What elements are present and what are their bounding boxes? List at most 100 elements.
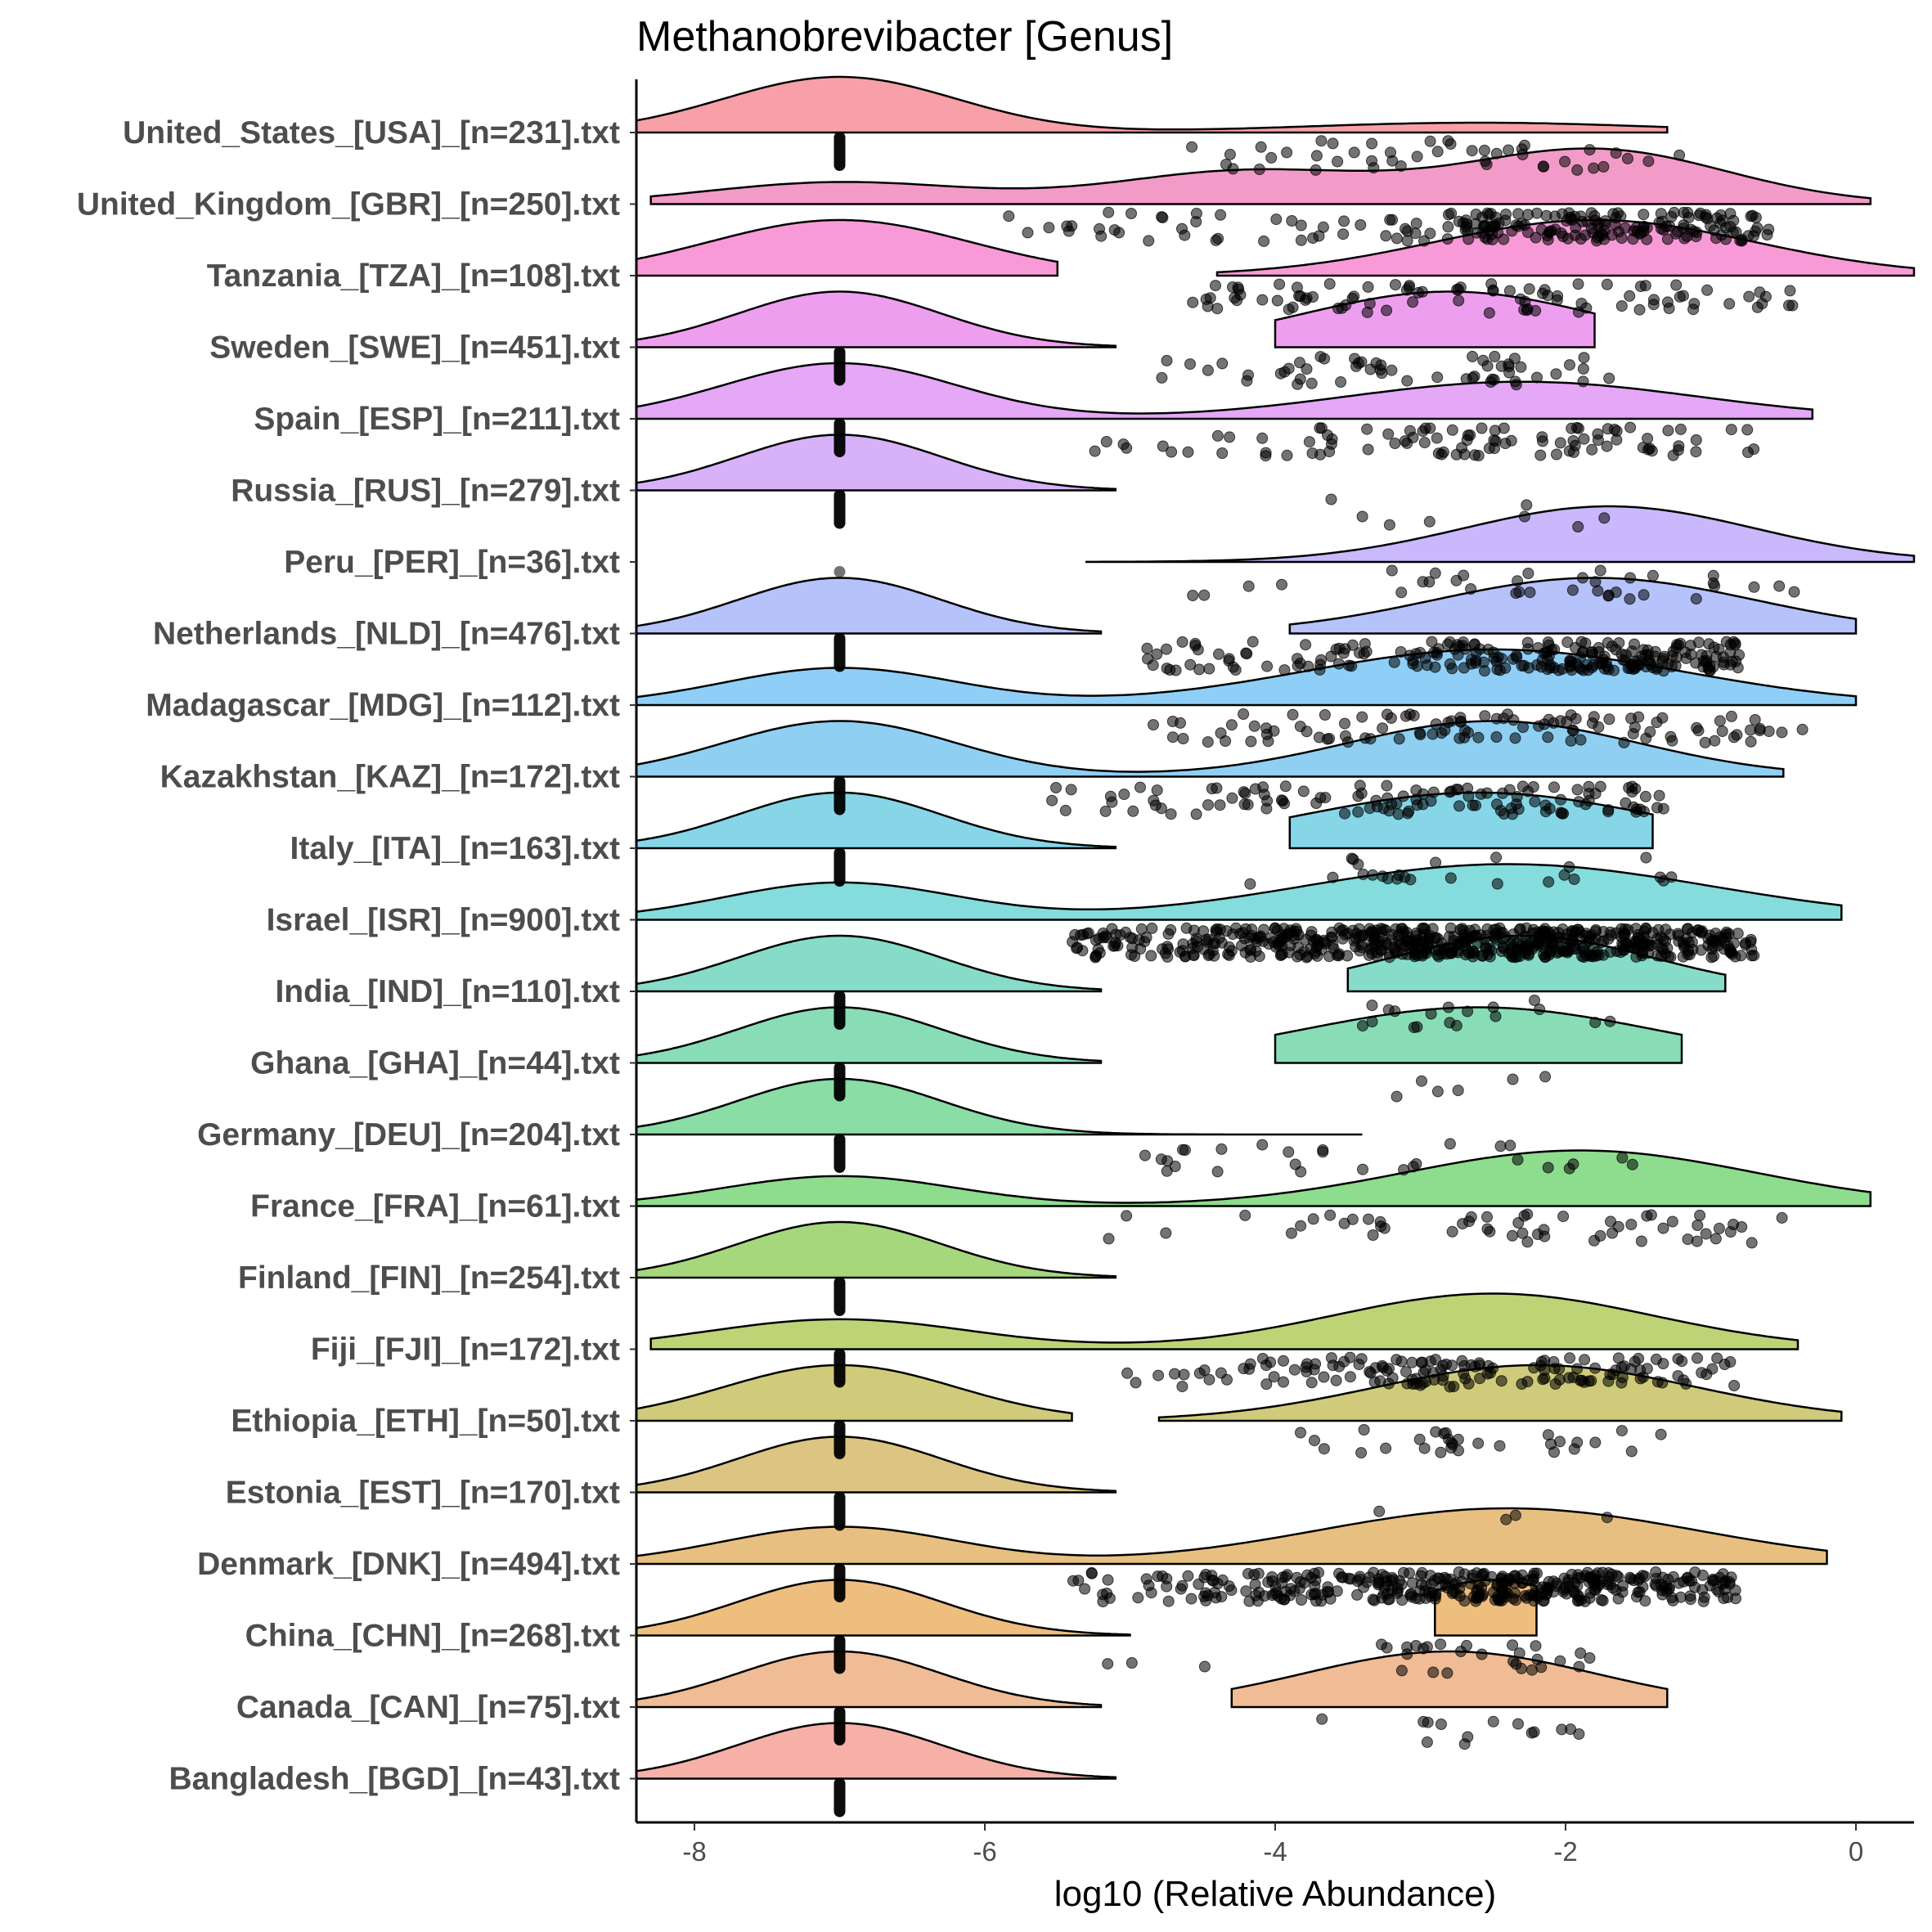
data-point xyxy=(1367,937,1379,950)
data-point xyxy=(1529,1587,1541,1599)
data-point xyxy=(1647,569,1659,582)
data-point xyxy=(1435,1446,1447,1458)
data-point xyxy=(1422,940,1435,952)
data-point xyxy=(1572,278,1584,290)
data-point xyxy=(1338,215,1350,227)
data-point xyxy=(1241,375,1253,387)
row-label: Madagascar_[MDG]_[n=112].txt xyxy=(146,688,620,723)
data-point xyxy=(1260,1359,1272,1372)
data-point xyxy=(1551,448,1562,461)
data-point xyxy=(1512,208,1525,220)
row-label: China_[CHN]_[n=268].txt xyxy=(245,1619,620,1654)
data-point xyxy=(1386,213,1399,226)
data-point xyxy=(1134,781,1146,793)
data-point xyxy=(1451,284,1463,295)
data-point xyxy=(1364,923,1376,935)
data-point xyxy=(1350,928,1363,940)
data-point xyxy=(1699,736,1711,748)
data-point xyxy=(1325,1352,1337,1364)
data-point xyxy=(1418,1442,1431,1454)
data-point xyxy=(1476,1568,1489,1580)
data-point xyxy=(1085,1566,1098,1579)
data-point xyxy=(1667,1594,1679,1606)
data-point xyxy=(1361,423,1373,435)
data-point xyxy=(1538,1224,1550,1236)
data-point xyxy=(1202,799,1214,811)
data-point xyxy=(1410,784,1422,797)
data-point xyxy=(1584,1652,1596,1664)
data-point xyxy=(1414,729,1427,740)
data-point xyxy=(1357,868,1369,880)
data-point xyxy=(1050,782,1062,793)
data-point xyxy=(1245,735,1257,748)
data-point xyxy=(1476,422,1488,434)
data-point xyxy=(1270,213,1283,226)
data-point xyxy=(1271,294,1283,307)
data-point xyxy=(1630,923,1642,935)
data-point xyxy=(1223,1580,1235,1593)
data-point xyxy=(1788,586,1800,598)
data-point xyxy=(1563,1372,1575,1384)
data-point xyxy=(1395,923,1408,935)
data-point xyxy=(1508,353,1521,365)
data-point xyxy=(1638,225,1650,237)
data-point xyxy=(1604,1368,1616,1381)
data-point xyxy=(1507,941,1519,954)
data-point xyxy=(1462,233,1475,245)
data-point xyxy=(1145,1587,1157,1599)
data-point xyxy=(1710,935,1722,947)
data-point xyxy=(1283,1146,1295,1158)
data-point xyxy=(1364,733,1377,745)
data-point xyxy=(1332,658,1345,670)
data-point xyxy=(1437,446,1449,458)
data-point xyxy=(1406,1577,1418,1589)
data-point xyxy=(1577,645,1589,658)
data-point xyxy=(1130,1377,1142,1389)
data-point xyxy=(1182,446,1194,458)
data-point xyxy=(1179,1144,1191,1156)
data-point xyxy=(1424,227,1436,240)
data-point xyxy=(1617,654,1629,666)
data-point xyxy=(1300,639,1312,651)
data-point xyxy=(1593,721,1605,733)
data-point xyxy=(1548,1356,1560,1368)
data-point xyxy=(1608,424,1620,435)
data-point xyxy=(1343,659,1355,672)
data-point xyxy=(1710,1233,1722,1245)
data-point xyxy=(1746,950,1758,962)
data-point xyxy=(1590,925,1602,937)
data-point xyxy=(1337,228,1350,240)
data-point xyxy=(1692,1352,1703,1364)
data-point xyxy=(1410,928,1422,939)
data-point xyxy=(1366,1000,1378,1012)
data-point xyxy=(1713,1222,1725,1234)
data-point xyxy=(1735,950,1747,962)
data-point xyxy=(1564,359,1575,371)
data-point xyxy=(1458,1368,1470,1380)
data-point xyxy=(1469,1360,1481,1373)
data-point xyxy=(1494,1440,1506,1452)
data-point xyxy=(1421,1736,1433,1748)
data-point xyxy=(1314,422,1326,434)
data-point xyxy=(1746,1237,1758,1249)
data-point xyxy=(1155,1153,1167,1166)
data-point xyxy=(1305,929,1317,941)
data-point xyxy=(1552,932,1565,944)
data-point xyxy=(1065,784,1077,796)
row-labels: United_States_[USA]_[n=231].txt United_Ki… xyxy=(77,115,636,1797)
data-point xyxy=(1436,1374,1449,1386)
data-point xyxy=(1202,1589,1214,1602)
data-point xyxy=(1389,944,1401,956)
data-point xyxy=(1531,207,1543,219)
data-point xyxy=(1495,1574,1507,1586)
row-label: Bangladesh_[BGD]_[n=43].txt xyxy=(168,1762,620,1797)
data-point xyxy=(1627,728,1639,740)
data-point xyxy=(1534,449,1547,461)
data-point xyxy=(1100,436,1112,447)
data-point xyxy=(1261,660,1274,672)
data-point xyxy=(1410,1158,1422,1170)
data-point xyxy=(1570,712,1582,725)
data-point xyxy=(1702,663,1714,675)
data-point xyxy=(1522,785,1534,798)
density-cloud xyxy=(635,1436,1117,1494)
